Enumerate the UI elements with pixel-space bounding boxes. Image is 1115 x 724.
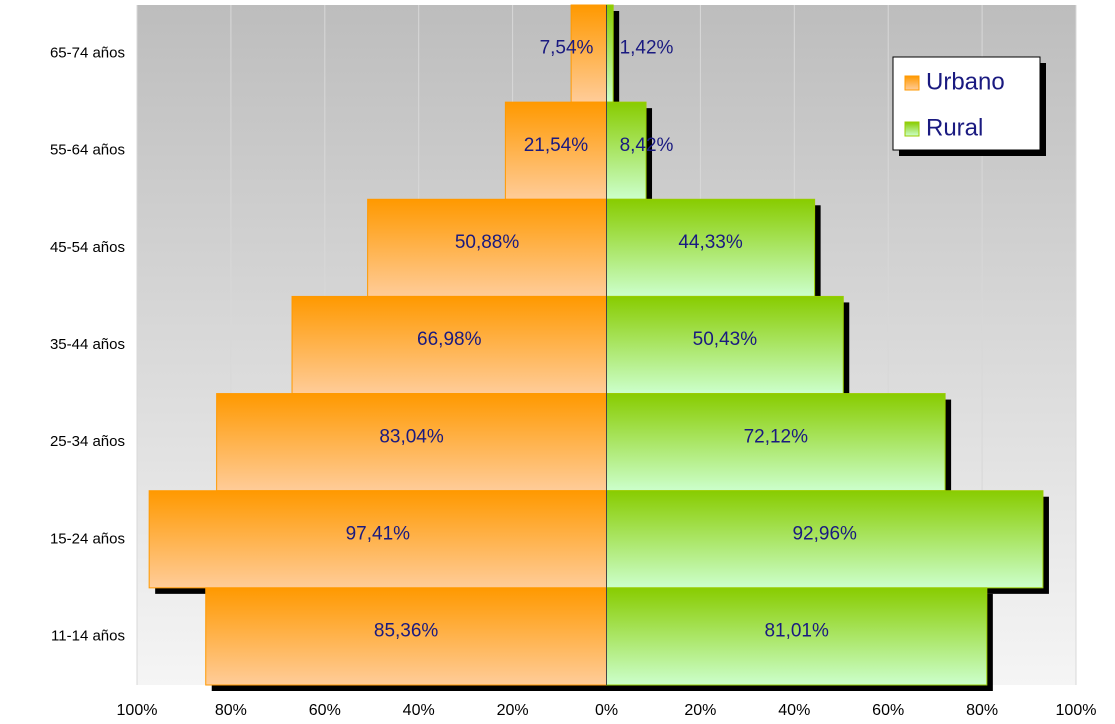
data-label: 92,96%: [792, 523, 857, 544]
data-label: 97,41%: [346, 523, 411, 544]
data-label: 50,88%: [455, 232, 520, 253]
bar: [606, 587, 988, 686]
x-tick-label: 40%: [778, 702, 810, 719]
data-label: 72,12%: [744, 426, 809, 447]
x-tick-label: 20%: [684, 702, 716, 719]
legend-swatch: [904, 121, 920, 137]
bar: [606, 4, 614, 103]
y-tick-label: 25-34 años: [50, 433, 125, 450]
data-label: 50,43%: [693, 329, 758, 350]
y-tick-label: 11-14 años: [51, 627, 125, 644]
data-label: 83,04%: [379, 426, 444, 447]
x-tick-label: 100%: [117, 702, 158, 719]
x-tick-label: 80%: [966, 702, 998, 719]
x-tick-label: 0%: [595, 702, 618, 719]
bar: [367, 198, 608, 297]
bar: [504, 101, 607, 200]
y-tick-label: 45-54 años: [50, 239, 125, 256]
legend-swatch: [904, 75, 920, 91]
y-tick-label: 65-74 años: [50, 45, 125, 62]
x-tick-label: 60%: [309, 702, 341, 719]
x-tick-label: 80%: [215, 702, 247, 719]
data-label: 7,54%: [540, 38, 594, 59]
y-tick-label: 35-44 años: [50, 336, 125, 353]
x-tick-label: 100%: [1056, 702, 1097, 719]
data-label: 66,98%: [417, 329, 482, 350]
data-label: 85,36%: [374, 621, 439, 642]
data-label: 21,54%: [524, 135, 589, 156]
bar: [205, 587, 607, 686]
bar: [291, 295, 607, 395]
bar: [570, 4, 607, 103]
bar: [606, 198, 816, 297]
data-label: 8,42%: [620, 135, 674, 156]
x-tick-label: 20%: [497, 702, 529, 719]
legend-label: Rural: [926, 114, 983, 141]
bar: [606, 490, 1044, 589]
legend-label: Urbano: [926, 68, 1005, 95]
x-tick-label: 60%: [872, 702, 904, 719]
bar-shadow: [612, 11, 620, 109]
y-tick-label: 15-24 años: [50, 530, 125, 547]
data-label: 81,01%: [764, 621, 829, 642]
bar: [606, 101, 647, 200]
x-tick-label: 40%: [403, 702, 435, 719]
y-tick-label: 55-64 años: [50, 142, 125, 159]
bar: [148, 490, 607, 589]
data-label: 44,33%: [678, 232, 743, 253]
data-label: 1,42%: [620, 38, 674, 59]
